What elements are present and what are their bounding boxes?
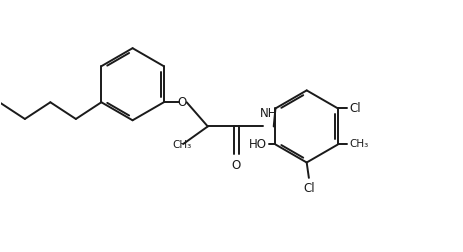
Text: Cl: Cl [303,182,315,195]
Text: Cl: Cl [349,102,361,115]
Text: O: O [232,159,241,172]
Text: O: O [178,96,187,109]
Text: NH: NH [260,107,277,120]
Text: CH₃: CH₃ [349,139,368,149]
Text: CH₃: CH₃ [173,140,192,150]
Text: HO: HO [249,138,267,151]
